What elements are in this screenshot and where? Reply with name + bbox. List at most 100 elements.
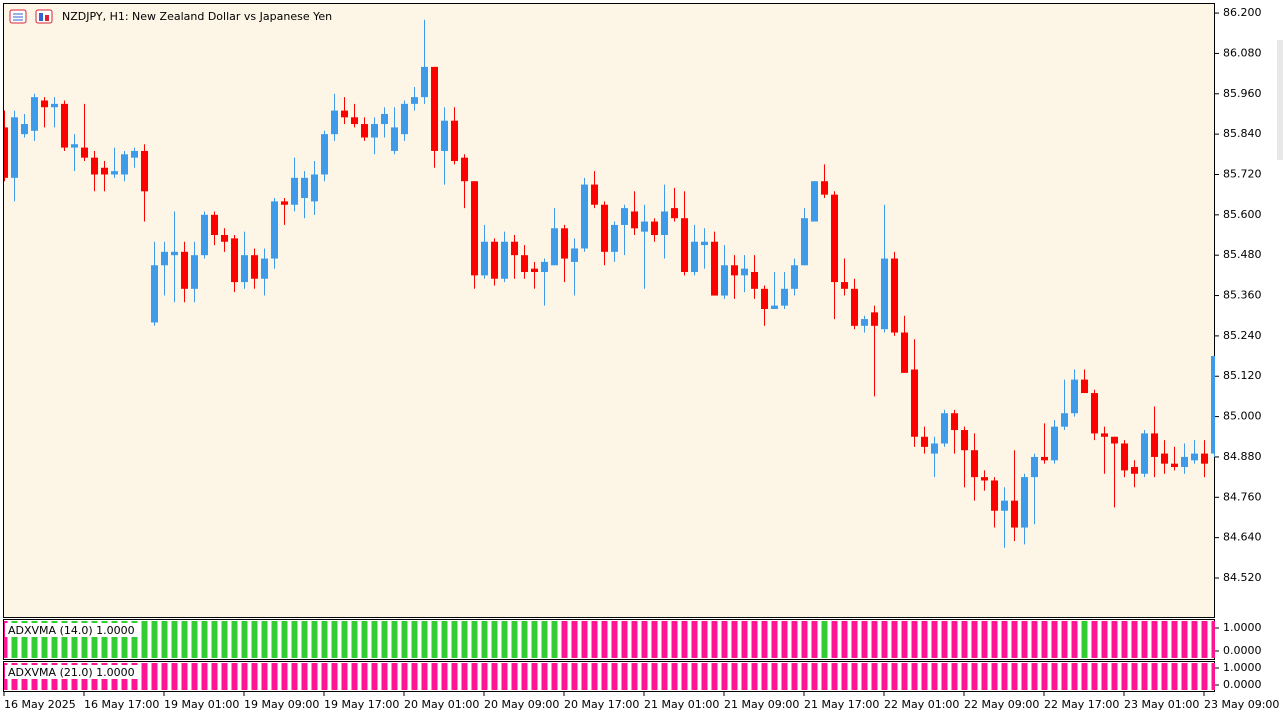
histogram-bar <box>751 621 758 658</box>
histogram-bar <box>861 621 868 658</box>
y-tick-label: 1.0000 <box>1223 661 1262 674</box>
candle-body <box>711 241 718 296</box>
histogram-bar <box>351 621 358 658</box>
histogram-bar <box>231 663 238 690</box>
icon-chart[interactable] <box>35 9 53 24</box>
histogram-bar <box>901 621 908 658</box>
histogram-bar <box>551 663 558 690</box>
histogram-bar <box>431 663 438 690</box>
histogram-bar <box>721 621 728 658</box>
candle-body <box>1161 453 1168 464</box>
x-tick-label: 21 May 09:00 <box>724 698 799 711</box>
y-tick-label: 85.240 <box>1223 329 1262 342</box>
candle-body <box>831 194 838 283</box>
histogram-bar <box>1051 663 1058 690</box>
candle-body <box>91 157 98 175</box>
histogram-bar <box>861 663 868 690</box>
chart-title: NZDJPY, H1: New Zealand Dollar vs Japane… <box>62 10 332 23</box>
histogram-bar <box>801 663 808 690</box>
histogram-bar <box>361 621 368 658</box>
candle-body <box>551 228 558 266</box>
candle-body <box>441 120 448 151</box>
candle-body <box>411 97 418 104</box>
histogram-bar <box>471 621 478 658</box>
candle-body <box>211 214 218 236</box>
histogram-bar <box>351 663 358 690</box>
histogram-bar <box>841 663 848 690</box>
histogram-bar <box>821 621 828 658</box>
y-tick-label: 86.200 <box>1223 6 1262 19</box>
candle-body <box>471 181 478 276</box>
histogram-bar <box>891 663 898 690</box>
histogram-bar <box>331 621 338 658</box>
histogram-bar <box>601 621 608 658</box>
histogram-bar <box>1121 663 1128 690</box>
histogram-bar <box>701 621 708 658</box>
histogram-bar <box>591 621 598 658</box>
x-tick-label: 19 May 01:00 <box>164 698 239 711</box>
scrollbar[interactable] <box>1277 40 1283 160</box>
candle-body <box>691 241 698 272</box>
candle-body <box>101 167 108 175</box>
candle-body <box>511 241 518 256</box>
histogram-bar <box>501 621 508 658</box>
histogram-bar <box>651 621 658 658</box>
histogram-bar <box>941 663 948 690</box>
x-tick-label: 16 May 17:00 <box>84 698 159 711</box>
candle-body <box>941 413 948 444</box>
histogram-bar <box>271 621 278 658</box>
candle-body <box>651 221 658 236</box>
histogram-bar <box>441 621 448 658</box>
histogram-bar <box>461 621 468 658</box>
histogram-bar <box>521 621 528 658</box>
histogram-bar <box>651 663 658 690</box>
candle-body <box>661 211 668 236</box>
histogram-bar <box>381 663 388 690</box>
histogram-bar <box>161 621 168 658</box>
candle-body <box>931 443 938 454</box>
candle-body <box>681 218 688 272</box>
candle-body <box>991 480 998 511</box>
y-tick-label: 84.520 <box>1223 571 1262 584</box>
histogram-bar <box>571 663 578 690</box>
y-tick-label: 84.760 <box>1223 490 1262 503</box>
histogram-bar <box>481 621 488 658</box>
candle-body <box>1181 456 1188 468</box>
candle-body <box>4 127 8 178</box>
histogram-bar <box>851 663 858 690</box>
histogram-bar <box>1021 663 1028 690</box>
y-tick-label: 84.640 <box>1223 531 1262 544</box>
histogram-bar <box>161 663 168 690</box>
histogram-bar <box>1201 621 1208 658</box>
histogram-bar <box>511 663 518 690</box>
histogram-bar <box>881 621 888 658</box>
candle-body <box>1061 413 1068 427</box>
candle-body <box>281 201 288 205</box>
x-tick-label: 21 May 01:00 <box>644 698 719 711</box>
histogram-bar <box>1021 621 1028 658</box>
histogram-bar <box>401 621 408 658</box>
histogram-bar <box>201 621 208 658</box>
candle-body <box>701 241 708 246</box>
histogram-bar <box>311 621 318 658</box>
histogram-bar <box>841 621 848 658</box>
histogram-bar <box>931 621 938 658</box>
histogram-bar <box>671 663 678 690</box>
histogram-bar <box>71 621 78 658</box>
candle-body <box>111 171 118 175</box>
candle-body <box>201 214 208 256</box>
histogram-bar <box>261 663 268 690</box>
candle-body <box>911 369 918 437</box>
candle-body <box>1081 379 1088 394</box>
histogram-bar <box>1171 621 1178 658</box>
histogram-bar <box>251 663 258 690</box>
candle-body <box>391 127 398 151</box>
histogram-bar <box>571 621 578 658</box>
histogram-bar <box>601 663 608 690</box>
histogram-bar <box>371 621 378 658</box>
histogram-bar <box>1061 663 1068 690</box>
candle-body <box>431 66 438 151</box>
histogram-bar <box>1101 663 1108 690</box>
histogram-bar <box>121 621 128 658</box>
